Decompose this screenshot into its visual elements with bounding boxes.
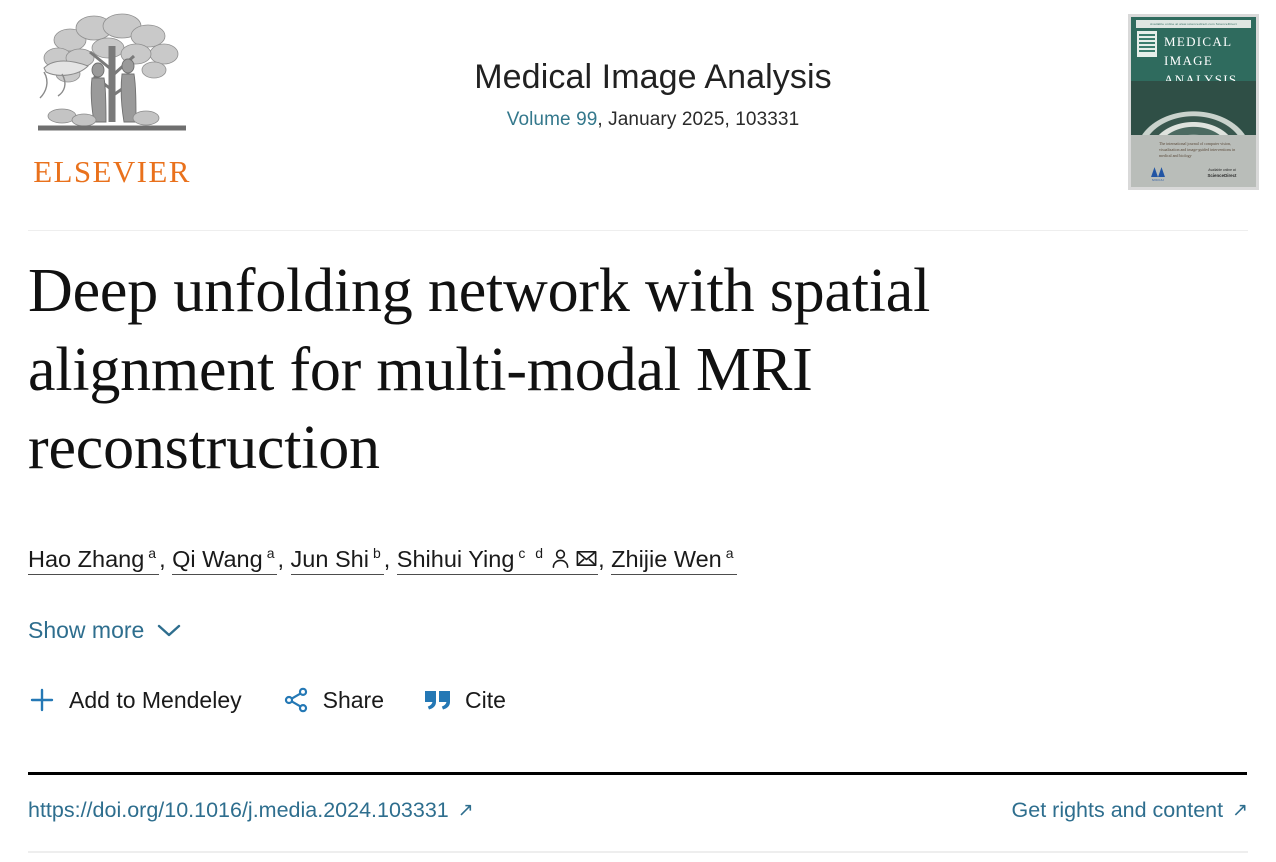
external-link-arrow-icon: ↗ [1232, 800, 1248, 821]
page-bottom-divider [28, 851, 1248, 853]
cover-name-line-1: MEDICAL [1164, 34, 1233, 49]
elsevier-logo[interactable]: ELSEVIER [22, 10, 202, 195]
article-block: Deep unfolding network with spatial alig… [28, 252, 1248, 714]
show-more-authors-button[interactable]: Show more [28, 617, 182, 644]
get-rights-and-content-link[interactable]: Get rights and content ↗ [1012, 798, 1248, 823]
journal-issue-line: Volume 99, January 2025, 103331 [30, 109, 1276, 131]
chevron-down-icon [156, 617, 182, 644]
journal-volume-link[interactable]: Volume 99 [506, 109, 598, 131]
corresponding-author-person-icon[interactable] [549, 546, 572, 579]
cite-button[interactable]: Cite [424, 687, 506, 714]
author-item[interactable]: Jun Shi b [290, 545, 384, 576]
masthead-divider [28, 230, 1248, 231]
author-item[interactable]: Zhijie Wen a [611, 545, 737, 576]
quote-marks-icon [424, 688, 452, 712]
share-button[interactable]: Share [282, 686, 384, 714]
cover-brain-mri-image [1131, 81, 1256, 143]
author-item[interactable]: Hao Zhang a [28, 545, 160, 576]
author-affiliation-marks: a [148, 545, 160, 562]
cover-lower-panel: The international journal of computer vi… [1131, 135, 1256, 187]
journal-issue-rest: , January 2025, 103331 [597, 109, 800, 131]
corresponding-author-email-icon[interactable] [575, 546, 598, 579]
cover-imprint-name: ScienceDirect [1207, 173, 1237, 179]
cover-name-line-2: IMAGE [1164, 52, 1214, 68]
share-nodes-icon [282, 686, 310, 714]
author-affiliation-marks: a [725, 545, 737, 562]
author-name: Zhijie Wen [611, 546, 722, 573]
doi-url-text: https://doi.org/10.1016/j.media.2024.103… [28, 798, 449, 822]
journal-info: Medical Image Analysis Volume 99, Januar… [0, 58, 1276, 131]
author-name: Qi Wang [172, 546, 263, 573]
cover-top-strip: Available online at www.sciencedirect.co… [1136, 20, 1251, 28]
journal-title: Medical Image Analysis [474, 58, 832, 96]
cover-imprint: Available online at ScienceDirect [1196, 168, 1248, 180]
miccai-mark-icon [1151, 167, 1165, 178]
show-more-label: Show more [28, 617, 145, 644]
cover-tagline: The international journal of computer vi… [1159, 141, 1236, 158]
article-title: Deep unfolding network with spatial alig… [28, 257, 931, 483]
cover-society-logo: MICCAI [1137, 167, 1179, 183]
author-name: Hao Zhang [28, 546, 145, 573]
add-to-mendeley-label: Add to Mendeley [69, 686, 242, 713]
author-separator: , [598, 546, 612, 573]
plus-icon [28, 686, 56, 714]
journal-cover-thumbnail[interactable]: Available online at www.sciencedirect.co… [1128, 14, 1259, 190]
author-item[interactable]: Qi Wang a [172, 545, 278, 576]
elsevier-wordmark: ELSEVIER [33, 154, 191, 189]
article-footer-divider [28, 772, 1247, 775]
external-link-arrow-icon: ↗ [457, 800, 474, 821]
author-list: Hao Zhang a, Qi Wang a, Jun Shi b, Shihui Y… [28, 543, 1248, 579]
journal-cover-image: Available online at www.sciencedirect.co… [1131, 17, 1256, 187]
author-separator: , [277, 546, 291, 573]
cover-imprint-label: Available online at [1208, 168, 1236, 173]
cover-publisher-badge [1137, 31, 1157, 57]
author-affiliation-marks: c d [518, 545, 547, 562]
share-label: Share [322, 686, 384, 713]
cite-label: Cite [465, 686, 506, 713]
author-name: Shihui Ying [396, 546, 515, 573]
author-item[interactable]: Shihui Ying c d [396, 545, 599, 576]
article-footer-links: https://doi.org/10.1016/j.media.2024.103… [28, 798, 1248, 823]
author-affiliation-marks: a [266, 545, 278, 562]
journal-masthead: ELSEVIER Medical Image Analysis Volume 9… [0, 0, 1276, 200]
author-separator: , [159, 546, 173, 573]
get-rights-label: Get rights and content [1011, 798, 1224, 822]
cover-society-label: MICCAI [1152, 178, 1164, 183]
add-to-mendeley-button[interactable]: Add to Mendeley [28, 686, 242, 714]
article-actions-bar: Add to Mendeley Share [28, 686, 1248, 714]
elsevier-tree-icon [38, 13, 186, 131]
author-separator: , [383, 546, 397, 573]
doi-link[interactable]: https://doi.org/10.1016/j.media.2024.103… [28, 798, 474, 823]
author-affiliation-marks: b [372, 545, 384, 562]
author-name: Jun Shi [290, 546, 369, 573]
